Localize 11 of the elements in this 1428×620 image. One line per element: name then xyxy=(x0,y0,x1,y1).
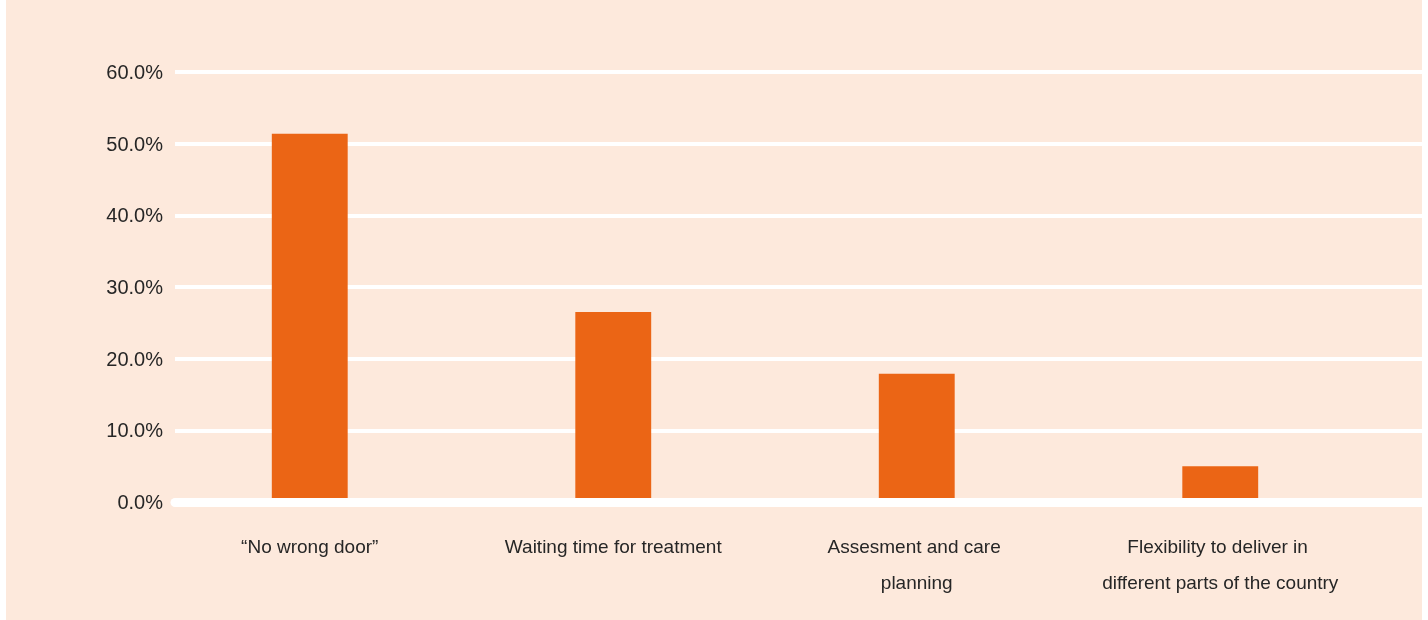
y-tick-label: 60.0% xyxy=(106,61,164,83)
x-tick-label: Flexibility to deliver in different parts of the country xyxy=(1102,535,1339,593)
y-tick-label: 50.0% xyxy=(106,132,164,155)
y-tick-label: 0.0% xyxy=(117,491,164,513)
y-tick-label: 10.0% xyxy=(106,419,164,442)
y-tick-label: 20.0% xyxy=(106,347,164,370)
x-tick-label: “No wrong door” xyxy=(241,535,379,557)
x-tick-label: Assesment and care planning xyxy=(827,535,1006,593)
y-tick-label: 40.0% xyxy=(106,204,164,227)
x-tick-label: Waiting time for treatment xyxy=(504,535,723,557)
y-tick-label: 30.0% xyxy=(106,276,164,298)
